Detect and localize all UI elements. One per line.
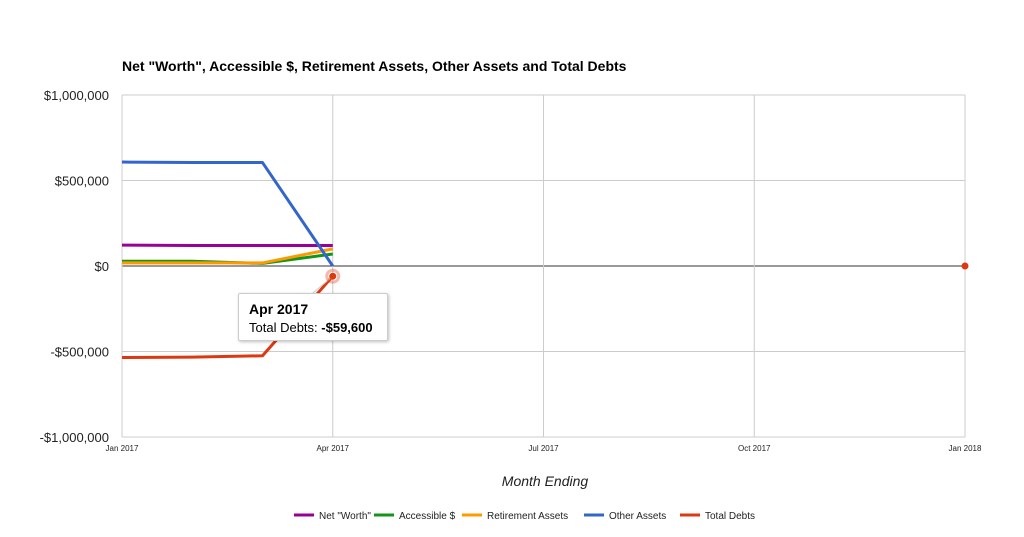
x-tick-label: Jan 2018	[949, 444, 982, 453]
tooltip-label: Total Debts:	[249, 320, 318, 335]
y-tick-label: -$500,000	[50, 345, 109, 360]
axis-labels: $1,000,000 $500,000 $0 -$500,000 -$1,000,000…	[40, 88, 982, 453]
x-tick-label: Jul 2017	[528, 444, 559, 453]
tooltip-row: Total Debts: -$59,600	[249, 319, 377, 336]
legend-label: Retirement Assets	[487, 511, 568, 522]
x-axis-label: Month Ending	[502, 473, 589, 489]
legend-label: Total Debts	[705, 511, 755, 522]
highlighted-point	[329, 272, 337, 280]
data-point	[961, 262, 969, 270]
x-tick-label: Apr 2017	[317, 444, 350, 453]
legend-label: Accessible $	[399, 511, 456, 522]
highlight-ring	[325, 268, 341, 284]
tooltip-pointer	[312, 275, 334, 294]
legend-label: Other Assets	[609, 511, 666, 522]
legend-label: Net "Worth"	[319, 511, 371, 522]
legend: Net "Worth" Accessible $ Retirement Assets…	[294, 511, 755, 522]
gridlines	[121, 94, 966, 438]
y-tick-label: $1,000,000	[44, 88, 109, 103]
data-points	[312, 262, 969, 294]
x-tick-label: Jan 2017	[106, 444, 139, 453]
y-tick-label: $0	[95, 259, 109, 274]
tooltip: Apr 2017 Total Debts: -$59,600	[238, 293, 388, 341]
tooltip-value: -$59,600	[321, 320, 373, 335]
series-line	[122, 247, 334, 265]
x-tick-label: Oct 2017	[738, 444, 771, 453]
y-tick-label: -$1,000,000	[40, 430, 109, 445]
y-tick-label: $500,000	[55, 174, 109, 189]
chart-title: Net "Worth", Accessible $, Retirement As…	[122, 58, 627, 74]
tooltip-title: Apr 2017	[249, 301, 309, 317]
series-line	[121, 160, 334, 267]
